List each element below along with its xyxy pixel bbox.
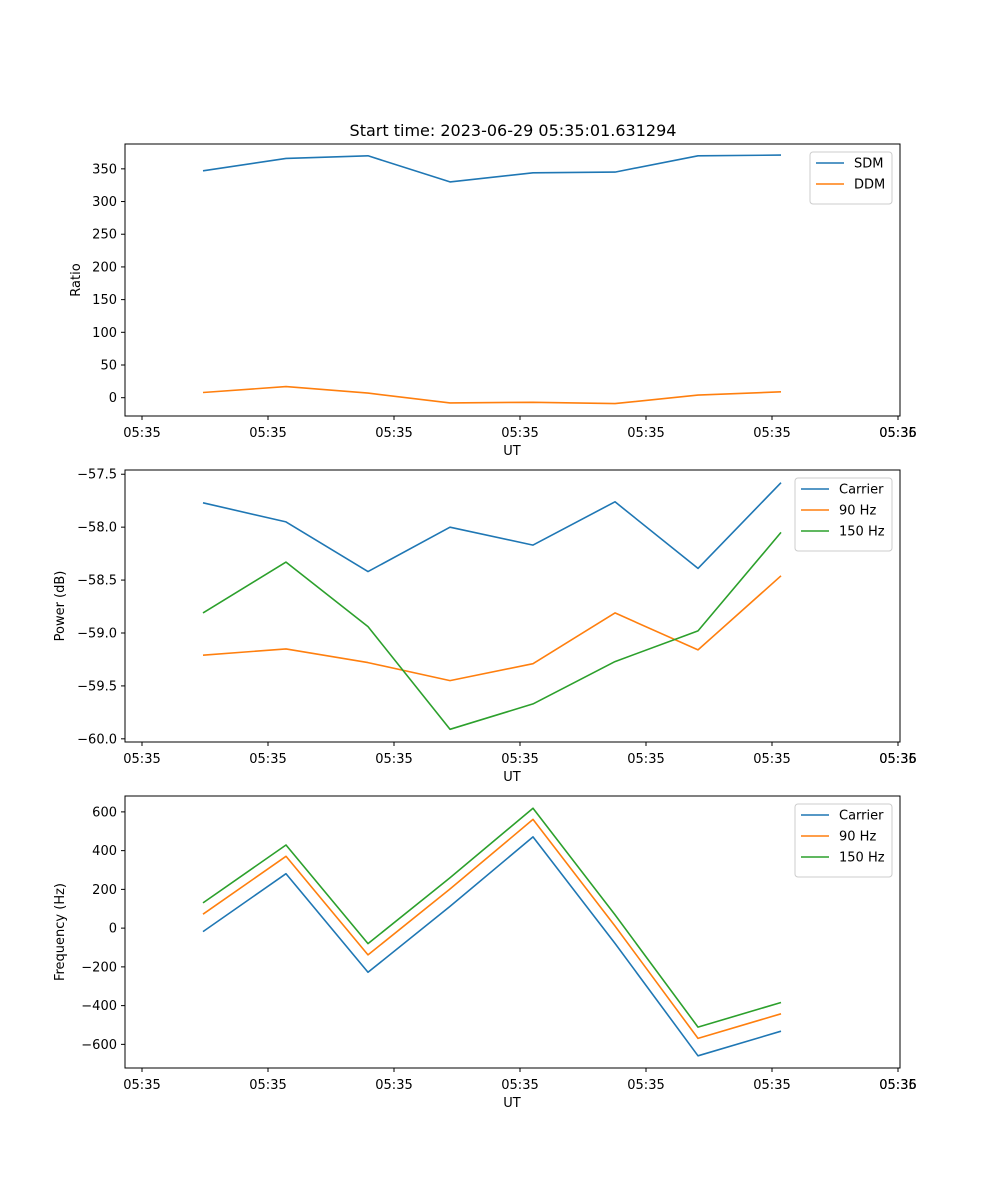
series-line-150-hz — [202, 807, 782, 1028]
x-tick-label: 05:35 — [123, 426, 160, 441]
y-axis-label: Frequency (Hz) — [53, 883, 68, 981]
x-tick-label: 05:35 — [879, 752, 916, 767]
x-tick-label: 05:35 — [375, 752, 412, 767]
x-tick-label: 05:35 — [879, 1078, 916, 1093]
legend-entry: SDM — [854, 157, 883, 172]
y-tick-label: 200 — [92, 883, 117, 898]
y-tick-label: 400 — [92, 844, 117, 859]
x-tick-label: 05:35 — [627, 1078, 664, 1093]
x-tick-label: 05:35 — [879, 426, 916, 441]
x-tick-label: 05:35 — [753, 426, 790, 441]
y-tick-label: −60.0 — [77, 732, 117, 747]
x-tick-label: 05:35 — [249, 752, 286, 767]
legend-entry: DDM — [854, 178, 885, 193]
x-tick-label: 05:35 — [501, 426, 538, 441]
legend-entry: 90 Hz — [839, 830, 876, 845]
y-tick-label: 150 — [92, 293, 117, 308]
legend-entry: 90 Hz — [839, 504, 876, 519]
x-tick-label: 05:35 — [501, 752, 538, 767]
series-line-90-hz — [202, 818, 782, 1040]
series-line-ddm — [202, 385, 782, 405]
y-axis-label: Power (dB) — [53, 571, 68, 642]
x-tick-label: 05:35 — [627, 752, 664, 767]
y-tick-label: 600 — [92, 805, 117, 820]
x-tick-label: 05:35 — [123, 752, 160, 767]
x-tick-label: 05:35 — [753, 1078, 790, 1093]
y-tick-label: 300 — [92, 195, 117, 210]
x-tick-label: 05:35 — [375, 1078, 412, 1093]
y-tick-label: 250 — [92, 228, 117, 243]
x-tick-label: 05:36 — [879, 752, 916, 767]
y-tick-label: 100 — [92, 326, 117, 341]
y-tick-label: −400 — [81, 999, 117, 1014]
chart-panel-2: −60.0 −59.5 −59.0 −58.5 −58.0 −57.5 05:35 05:35… — [53, 468, 917, 785]
x-axis-label: UT — [503, 1096, 521, 1111]
x-axis-label: UT — [503, 770, 521, 785]
y-tick-label: −58.5 — [77, 574, 117, 589]
legend-entry: 150 Hz — [839, 851, 885, 866]
x-axis-label: UT — [503, 444, 521, 459]
y-tick-label: 350 — [92, 162, 117, 177]
y-tick-label: −59.5 — [77, 679, 117, 694]
legend-entry: Carrier — [839, 809, 884, 824]
x-tick-label: 05:35 — [249, 1078, 286, 1093]
series-line-carrier — [202, 836, 782, 1057]
legend-box — [809, 151, 893, 205]
series-line-150-hz — [202, 531, 782, 731]
axes-frame — [124, 795, 901, 1069]
y-tick-label: 200 — [92, 260, 117, 275]
y-tick-label: −59.0 — [77, 626, 117, 641]
series-line-carrier — [202, 482, 782, 573]
x-tick-label: 05:35 — [753, 752, 790, 767]
x-tick-label: 05:35 — [501, 1078, 538, 1093]
legend-entry: Carrier — [839, 483, 884, 498]
axes-frame — [124, 143, 901, 417]
y-tick-label: −600 — [81, 1038, 117, 1053]
y-tick-label: 50 — [100, 359, 117, 374]
x-tick-label: 05:36 — [879, 1078, 916, 1093]
series-line-sdm — [202, 154, 782, 183]
figure-title: Start time: 2023-06-29 05:35:01.631294 — [350, 121, 677, 140]
legend-box — [794, 477, 893, 552]
y-axis-label: Ratio — [69, 263, 84, 296]
x-tick-label: 05:35 — [123, 1078, 160, 1093]
y-tick-label: 0 — [109, 922, 117, 937]
x-tick-label: 05:36 — [879, 426, 916, 441]
x-tick-label: 05:35 — [627, 426, 664, 441]
axes-frame — [124, 469, 901, 743]
x-tick-label: 05:35 — [249, 426, 286, 441]
legend-entry: 150 Hz — [839, 525, 885, 540]
y-tick-label: −57.5 — [77, 468, 117, 483]
y-tick-label: −200 — [81, 960, 117, 975]
x-tick-label: 05:35 — [375, 426, 412, 441]
legend-box — [794, 803, 893, 878]
y-tick-label: −58.0 — [77, 521, 117, 536]
y-tick-label: 0 — [109, 391, 117, 406]
series-line-90-hz — [202, 575, 782, 682]
